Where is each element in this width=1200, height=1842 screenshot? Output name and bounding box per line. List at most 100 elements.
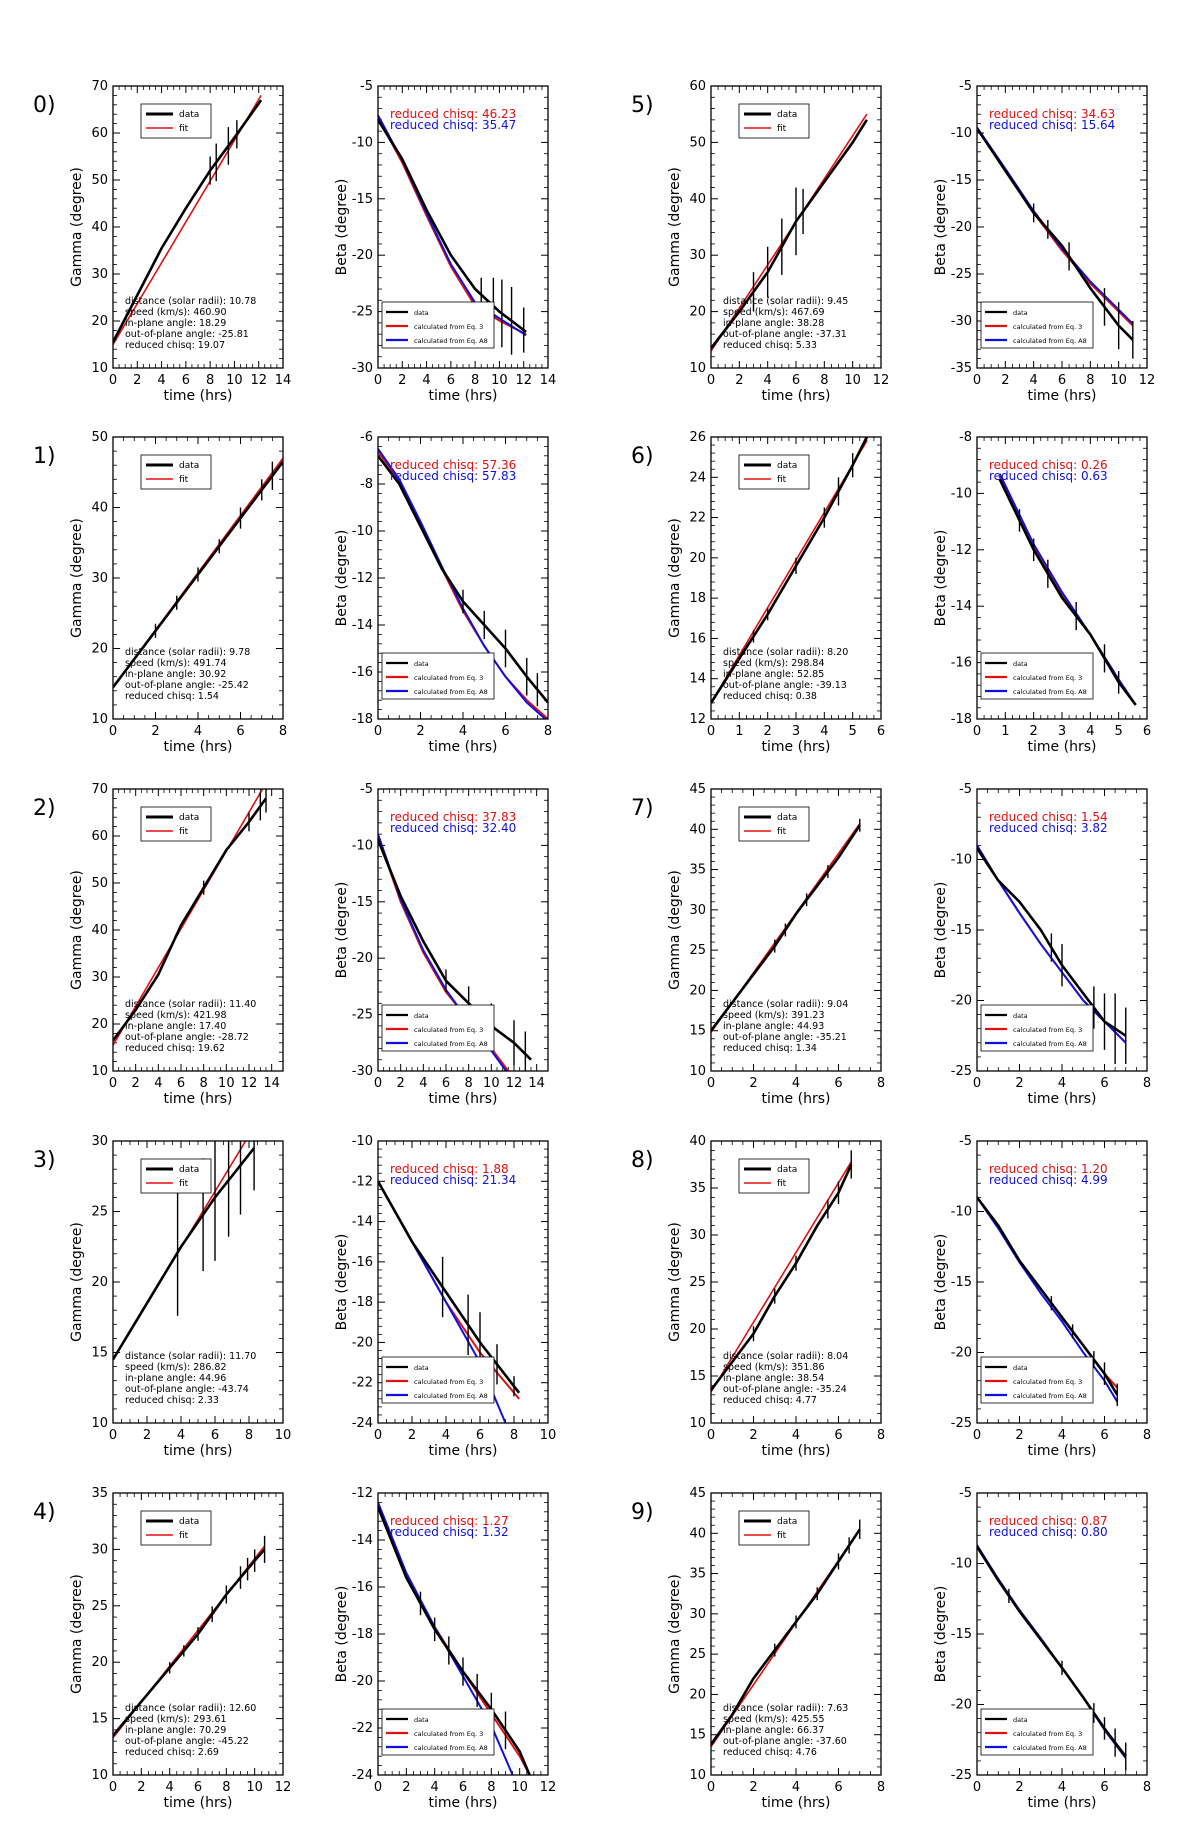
y-tick-label: -16	[352, 665, 373, 680]
x-tick-label: 2	[151, 724, 159, 739]
legend-label: calculated from Eq. 3	[1013, 323, 1082, 331]
annotation-line: speed (km/s): 460.90	[125, 307, 227, 318]
y-tick-label: -30	[352, 361, 373, 376]
annotation-line: speed (km/s): 421.98	[125, 1010, 227, 1021]
legend-label: data	[414, 1012, 429, 1020]
y-tick-label: 30	[689, 1228, 706, 1243]
chart-panel: 7) 0 2 4 6 8 10 15 20 25 30 35 40 45 time (hrs) Gamma (…	[631, 782, 885, 1107]
y-axis-label: Gamma (degree)	[69, 518, 85, 638]
x-tick-label: 2	[735, 373, 743, 388]
x-axis-label: time (hrs)	[762, 739, 831, 755]
plot-frame	[112, 788, 284, 1072]
annotation-line: reduced chisq: 1.34	[723, 1043, 817, 1054]
legend-label-fit: fit	[777, 475, 787, 485]
legend: data fit	[140, 806, 212, 842]
y-tick-label: 35	[689, 863, 706, 878]
y-tick-label: -18	[951, 712, 972, 727]
chart-panel: 0 2 4 6 8 10 12 -24 -22 -20 -18 -16 -14 -12 time (hrs)…	[334, 1486, 556, 1811]
x-tick-label: 8	[544, 724, 552, 739]
x-tick-label: 0	[973, 724, 981, 739]
plot-area	[977, 1196, 1119, 1407]
y-tick-label: 40	[91, 501, 108, 516]
x-tick-label: 2	[1030, 724, 1038, 739]
y-tick-label: 25	[91, 1599, 108, 1614]
x-tick-label: 4	[422, 373, 430, 388]
x-axis-label: time (hrs)	[1028, 739, 1097, 755]
legend-label: calculated from Eq. 3	[1013, 1026, 1082, 1034]
x-tick-label: 4	[1058, 1428, 1066, 1443]
annotation-line: reduced chisq: 2.69	[125, 1747, 219, 1758]
legend-label: data	[414, 660, 429, 668]
plot-frame	[710, 1140, 882, 1424]
legend: data calculated from Eq. 3 calculated from…	[980, 652, 1094, 700]
plot-area	[711, 1519, 861, 1748]
plot-frame	[710, 436, 882, 720]
y-tick-label: -10	[352, 838, 373, 853]
legend: data calculated from Eq. 3 calculated from…	[381, 301, 495, 349]
annotation-line: out-of-plane angle: -39.13	[723, 680, 847, 691]
y-tick-label: -30	[951, 314, 972, 329]
y-axis-label: Beta (degree)	[933, 1234, 949, 1331]
x-tick-label: 6	[1058, 373, 1066, 388]
x-tick-label: 12	[1139, 373, 1156, 388]
legend-label-data: data	[179, 813, 199, 823]
x-tick-label: 8	[1143, 1076, 1151, 1091]
legend: data fit	[140, 103, 212, 139]
x-tick-label: 2	[398, 373, 406, 388]
plot-area	[977, 1544, 1127, 1771]
plot-frame	[377, 788, 549, 1072]
plot-frame	[976, 1140, 1148, 1424]
y-tick-label: -18	[352, 712, 373, 727]
annotation-line: out-of-plane angle: -35.21	[723, 1032, 847, 1043]
x-tick-label: 0	[109, 724, 117, 739]
x-tick-label: 8	[471, 373, 479, 388]
x-tick-label: 0	[109, 1780, 117, 1795]
annotation-line: distance (solar radii): 8.04	[723, 1351, 848, 1362]
series-line-data	[378, 839, 532, 1061]
plot-frame	[710, 85, 882, 369]
y-tick-label: -20	[352, 1335, 373, 1350]
plot-area	[711, 818, 861, 1033]
x-tick-label: 4	[154, 1076, 162, 1091]
y-axis-label: Beta (degree)	[334, 1586, 350, 1683]
plot-area	[977, 844, 1127, 1064]
y-axis-label: Beta (degree)	[933, 1586, 949, 1683]
x-tick-label: 6	[834, 1428, 842, 1443]
legend: data fit	[140, 1510, 212, 1546]
y-tick-label: 25	[689, 1275, 706, 1290]
reduced-chisq-eqa8: reduced chisq: 21.34	[390, 1173, 516, 1187]
x-tick-label: 4	[166, 1780, 174, 1795]
reduced-chisq-eq3: reduced chisq: 0.87	[989, 1514, 1108, 1528]
annotation-line: distance (solar radii): 9.45	[723, 296, 848, 307]
annotation-line: reduced chisq: 0.38	[723, 691, 817, 702]
chart-panel: 0 2 4 6 8 -25 -20 -15 -10 -5 time (hrs) Beta (degre…	[933, 782, 1151, 1107]
x-tick-label: 1	[735, 724, 743, 739]
y-tick-label: -5	[959, 79, 972, 94]
y-tick-label: 22	[689, 511, 706, 526]
x-axis-label: time (hrs)	[762, 1443, 831, 1459]
y-axis-label: Beta (degree)	[933, 882, 949, 979]
y-tick-label: -15	[352, 192, 373, 207]
plot-area	[113, 1535, 266, 1739]
reduced-chisq-eqa8: reduced chisq: 35.47	[390, 118, 516, 132]
y-tick-label: -10	[352, 135, 373, 150]
series-line-calculated-from-eq-3	[977, 127, 1134, 327]
panel-label: 4)	[33, 1500, 56, 1525]
x-tick-label: 8	[222, 1780, 230, 1795]
x-axis-label: time (hrs)	[429, 1091, 498, 1107]
annotation-line: speed (km/s): 298.84	[723, 658, 825, 669]
x-tick-label: 10	[491, 373, 508, 388]
x-tick-label: 3	[792, 724, 800, 739]
y-tick-label: 30	[91, 1134, 108, 1149]
reduced-chisq-eq3: reduced chisq: 57.36	[390, 458, 516, 472]
annotation-line: reduced chisq: 4.77	[723, 1395, 817, 1406]
reduced-chisq-eqa8: reduced chisq: 0.80	[989, 1525, 1108, 1539]
x-tick-label: 8	[200, 1076, 208, 1091]
chart-panel: 8) 0 2 4 6 8 10 15 20 25 30 35 40 time (hrs) Gamma (de…	[631, 1134, 885, 1459]
legend-label-fit: fit	[179, 124, 189, 134]
y-axis-label: Beta (degree)	[334, 530, 350, 627]
y-tick-label: 30	[689, 1607, 706, 1622]
reduced-chisq-eqa8: reduced chisq: 4.99	[989, 1173, 1108, 1187]
reduced-chisq-eqa8: reduced chisq: 3.82	[989, 821, 1108, 835]
